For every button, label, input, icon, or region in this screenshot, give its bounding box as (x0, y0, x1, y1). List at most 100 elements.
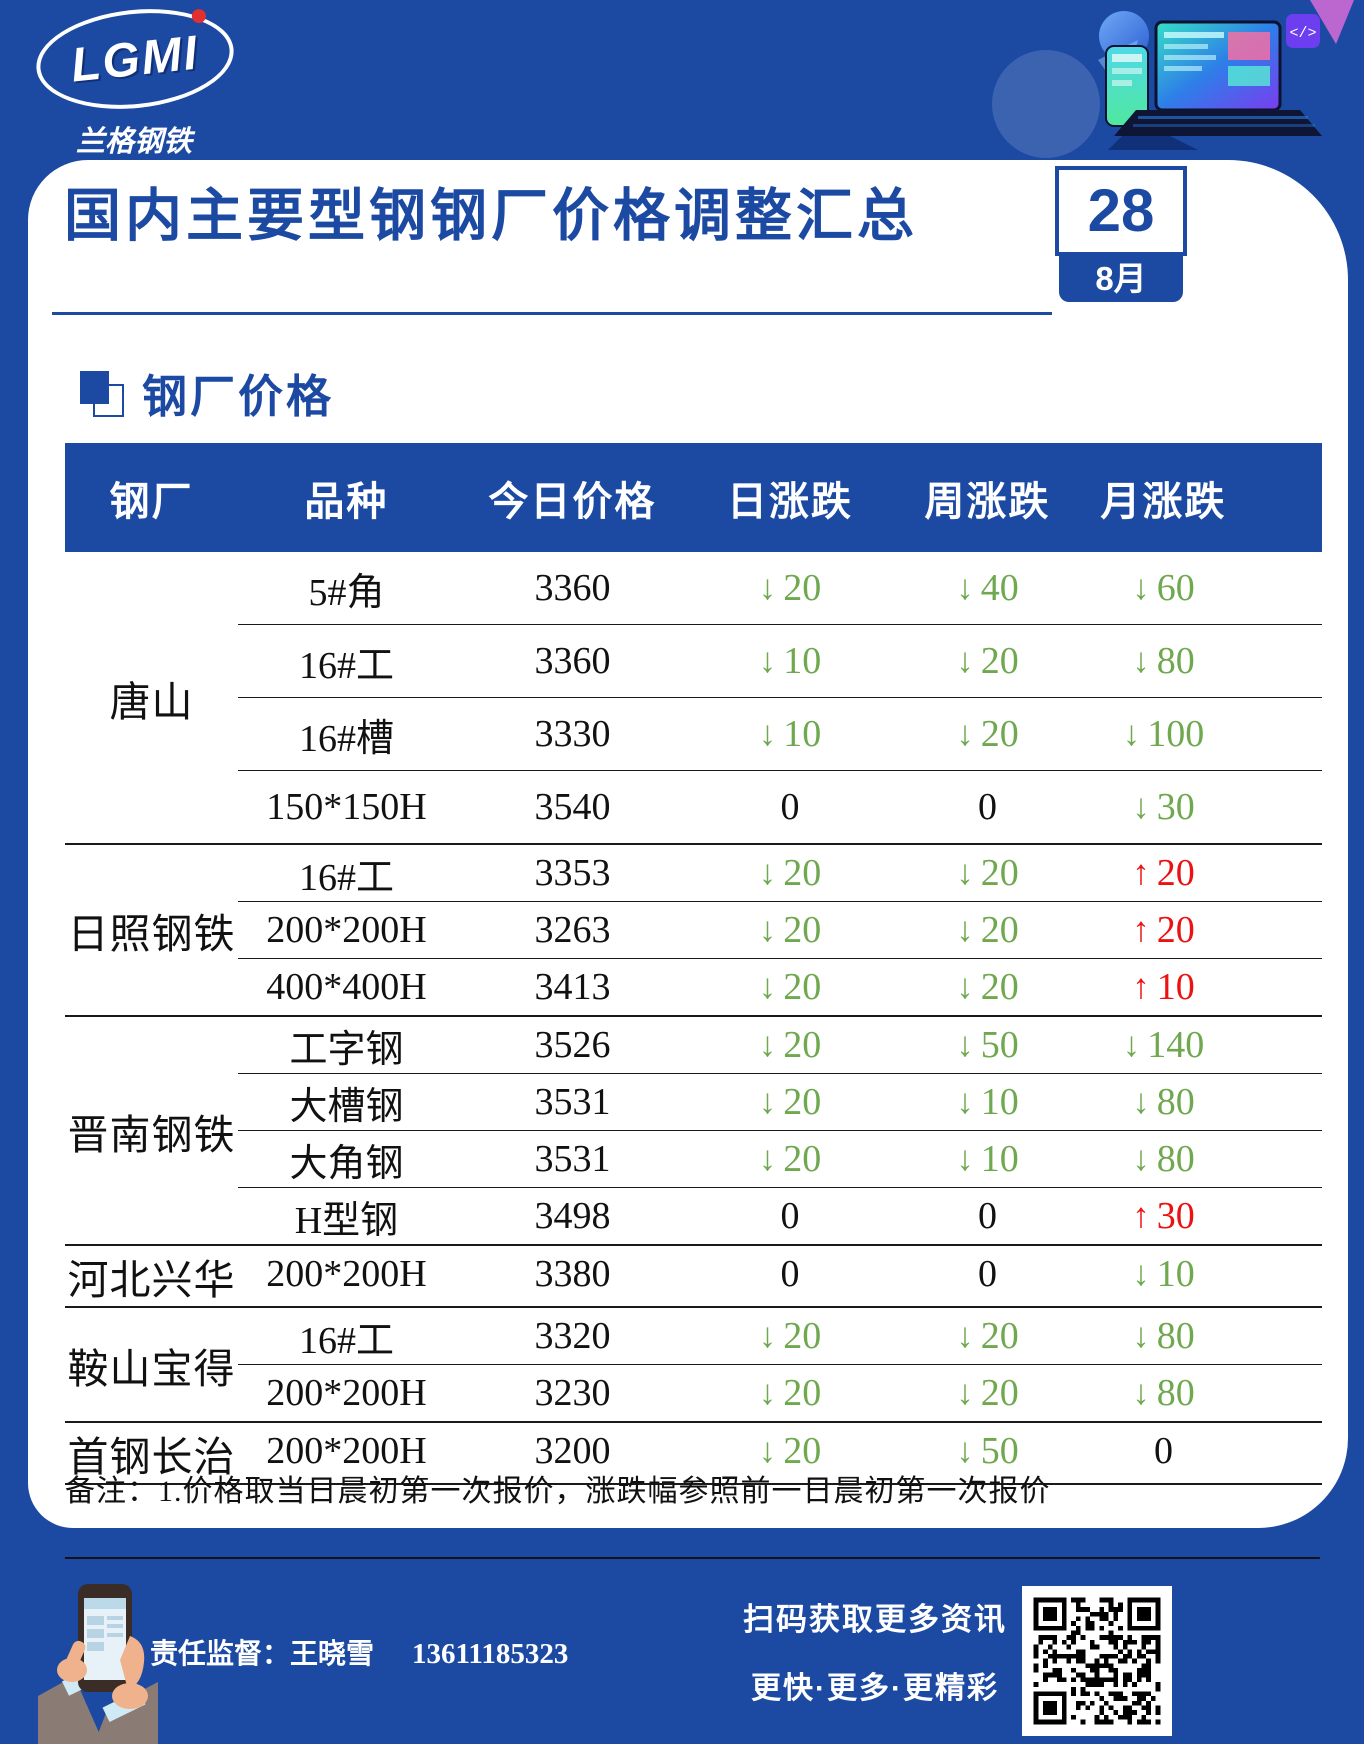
week-change-cell: ↓ 10 (890, 1137, 1085, 1181)
down-arrow-icon: ↓ (956, 714, 974, 753)
week-change-cell: ↓ 10 (890, 1080, 1085, 1124)
month-change-cell: ↓ 80 (1085, 1371, 1322, 1415)
day-change-cell: ↓ 10 (690, 639, 890, 683)
change-value: 10 (783, 713, 822, 755)
week-change-cell: ↓ 20 (890, 1314, 1085, 1358)
supervisor-label: 责任监督：王晓雪 (150, 1638, 375, 1669)
price-cell: 3540 (534, 786, 611, 828)
change-value: 80 (1156, 1315, 1195, 1357)
change-value: 20 (783, 852, 822, 894)
week-change-cell: ↓ 20 (890, 1371, 1085, 1415)
down-arrow-icon: ↓ (758, 1373, 777, 1412)
variety-cell: 大角钢 (289, 1142, 404, 1185)
laptop-keyboard-icon (1114, 110, 1322, 136)
mill-group: 日照钢铁 16#工 3353 ↓ 20 ↓ 20 ↑ 20 200*200H 3263 ↓ 20 ↓ 20 ↑… (65, 845, 1322, 1017)
price-cell: 3498 (534, 1195, 611, 1237)
variety-cell: 16#工 (298, 644, 394, 687)
change-value: 20 (783, 1024, 822, 1066)
table-row: 大角钢 3531 ↓ 20 ↓ 10 ↓ 80 (237, 1131, 1322, 1188)
down-arrow-icon: ↓ (1132, 1373, 1150, 1412)
table-row: 200*200H 3380 0 0 ↓ 10 (238, 1246, 1322, 1302)
down-arrow-icon: ↓ (1132, 641, 1150, 680)
mill-name: 鞍山宝得 (67, 1345, 236, 1392)
change-value: 20 (783, 1081, 822, 1123)
change-value: 40 (980, 567, 1019, 609)
week-change-cell: ↓ 50 (890, 1023, 1085, 1067)
table-row: 16#槽 3330 ↓ 10 ↓ 20 ↓ 100 (237, 698, 1322, 771)
qr-caption-line1: 扫码获取更多资讯 (743, 1602, 1007, 1637)
down-arrow-icon: ↓ (1132, 568, 1150, 607)
down-arrow-icon: ↓ (956, 967, 974, 1006)
down-arrow-icon: ↓ (758, 967, 777, 1006)
day-change-cell: ↓ 10 (690, 712, 890, 756)
mill-group: 晋南钢铁 工字钢 3526 ↓ 20 ↓ 50 ↓ 140 大槽钢 3531 ↓ 20 ↓ 10 ↓ 80 大角钢… (65, 1017, 1322, 1246)
table-row: 400*400H 3413 ↓ 20 ↓ 20 ↑ 10 (238, 959, 1322, 1015)
content-card: 国内主要型钢钢厂价格调整汇总 28 8月 钢厂价格 钢厂 品种 今日价格 日涨跌 周涨跌… (28, 160, 1348, 1528)
change-value: 20 (783, 909, 822, 951)
mill-group: 首钢长治 200*200H 3200 ↓ 20 ↓ 50 0 (65, 1423, 1322, 1485)
down-arrow-icon: ↓ (1122, 714, 1141, 753)
price-cell: 3380 (534, 1253, 611, 1295)
up-arrow-icon: ↑ (1132, 853, 1150, 892)
variety-cell: 400*400H (266, 966, 427, 1008)
day-change-cell: ↓ 20 (690, 965, 890, 1009)
week-change-cell: ↓ 20 (890, 712, 1085, 756)
week-change-cell: ↓ 20 (890, 639, 1085, 683)
mill-name: 晋南钢铁 (67, 1111, 236, 1158)
price-cell: 3531 (534, 1081, 611, 1123)
week-change-cell: ↓ 20 (890, 908, 1085, 952)
table-row: 200*200H 3230 ↓ 20 ↓ 20 ↓ 80 (238, 1365, 1322, 1421)
change-value: 60 (1156, 567, 1195, 609)
code-badge-icon (1286, 14, 1320, 48)
top-banner: LGMI 兰格钢铁 (0, 0, 1364, 160)
week-change-cell: 0 (977, 1253, 997, 1295)
down-arrow-icon: ↓ (956, 1431, 974, 1470)
variety-cell: 200*200H (266, 1430, 427, 1472)
month-change-cell: ↓ 100 (1085, 712, 1322, 756)
variety-cell: 150*150H (266, 786, 427, 828)
week-change-cell: ↓ 20 (890, 851, 1085, 895)
section-title: 钢厂价格 (142, 372, 335, 422)
day-change-cell: ↓ 20 (690, 1080, 890, 1124)
month-change-cell: ↓ 80 (1085, 1137, 1322, 1181)
variety-cell: 16#工 (298, 1319, 394, 1362)
down-arrow-icon: ↓ (1132, 1082, 1150, 1121)
table-header-row: 钢厂 品种 今日价格 日涨跌 周涨跌 月涨跌 (65, 443, 1322, 552)
mill-rows: 5#角 3360 ↓ 20 ↓ 40 ↓ 60 16#工 3360 ↓ 10 ↓ 20 ↓ 80 16#槽 333… (237, 552, 1322, 843)
page-title: 国内主要型钢钢厂价格调整汇总 (64, 185, 918, 248)
change-value: 20 (980, 1372, 1019, 1414)
month-change-cell: ↓ 60 (1085, 566, 1322, 610)
qr-caption: 扫码获取更多资讯 更快·更多·更精彩 (700, 1594, 1050, 1707)
down-arrow-icon: ↓ (758, 1025, 777, 1064)
down-arrow-icon: ↓ (758, 853, 777, 892)
down-arrow-icon: ↓ (956, 910, 974, 949)
up-arrow-icon: ↑ (1132, 1196, 1150, 1235)
mill-name: 首钢长治 (67, 1434, 236, 1480)
change-value: 20 (980, 1315, 1019, 1357)
variety-cell: 16#工 (298, 856, 394, 899)
down-arrow-icon: ↓ (758, 714, 777, 753)
change-value: 20 (980, 966, 1019, 1008)
mill-group: 鞍山宝得 16#工 3320 ↓ 20 ↓ 20 ↓ 80 200*200H 3230 ↓ 20 ↓ 20 ↓… (65, 1308, 1322, 1423)
mill-name: 河北兴华 (67, 1257, 236, 1303)
variety-cell: 200*200H (266, 909, 427, 951)
change-value: 20 (980, 909, 1019, 951)
footer-divider (65, 1557, 1320, 1559)
column-header: 月涨跌 (1100, 478, 1227, 524)
change-value: 20 (783, 567, 822, 609)
table-row: 16#工 3360 ↓ 10 ↓ 20 ↓ 80 (237, 625, 1322, 698)
footer: 责任监督：王晓雪 13611185323 扫码获取更多资讯 更快·更多·更精彩 (0, 1528, 1364, 1744)
day-change-cell: ↓ 20 (690, 851, 890, 895)
change-value: 10 (980, 1138, 1019, 1180)
column-header: 钢厂 (109, 478, 194, 524)
month-change-cell: ↓ 140 (1085, 1023, 1322, 1067)
table-row: 200*200H 3200 ↓ 20 ↓ 50 0 (238, 1423, 1322, 1479)
change-value: 80 (1156, 1081, 1195, 1123)
down-arrow-icon: ↓ (758, 1082, 777, 1121)
change-value: 20 (783, 1315, 822, 1357)
month-change-cell: ↓ 80 (1085, 1314, 1322, 1358)
logo-text: LGMI (68, 25, 202, 93)
month-change-cell: ↑ 20 (1085, 851, 1322, 895)
up-arrow-icon: ↑ (1132, 910, 1150, 949)
month-change-cell: ↓ 30 (1085, 785, 1322, 829)
